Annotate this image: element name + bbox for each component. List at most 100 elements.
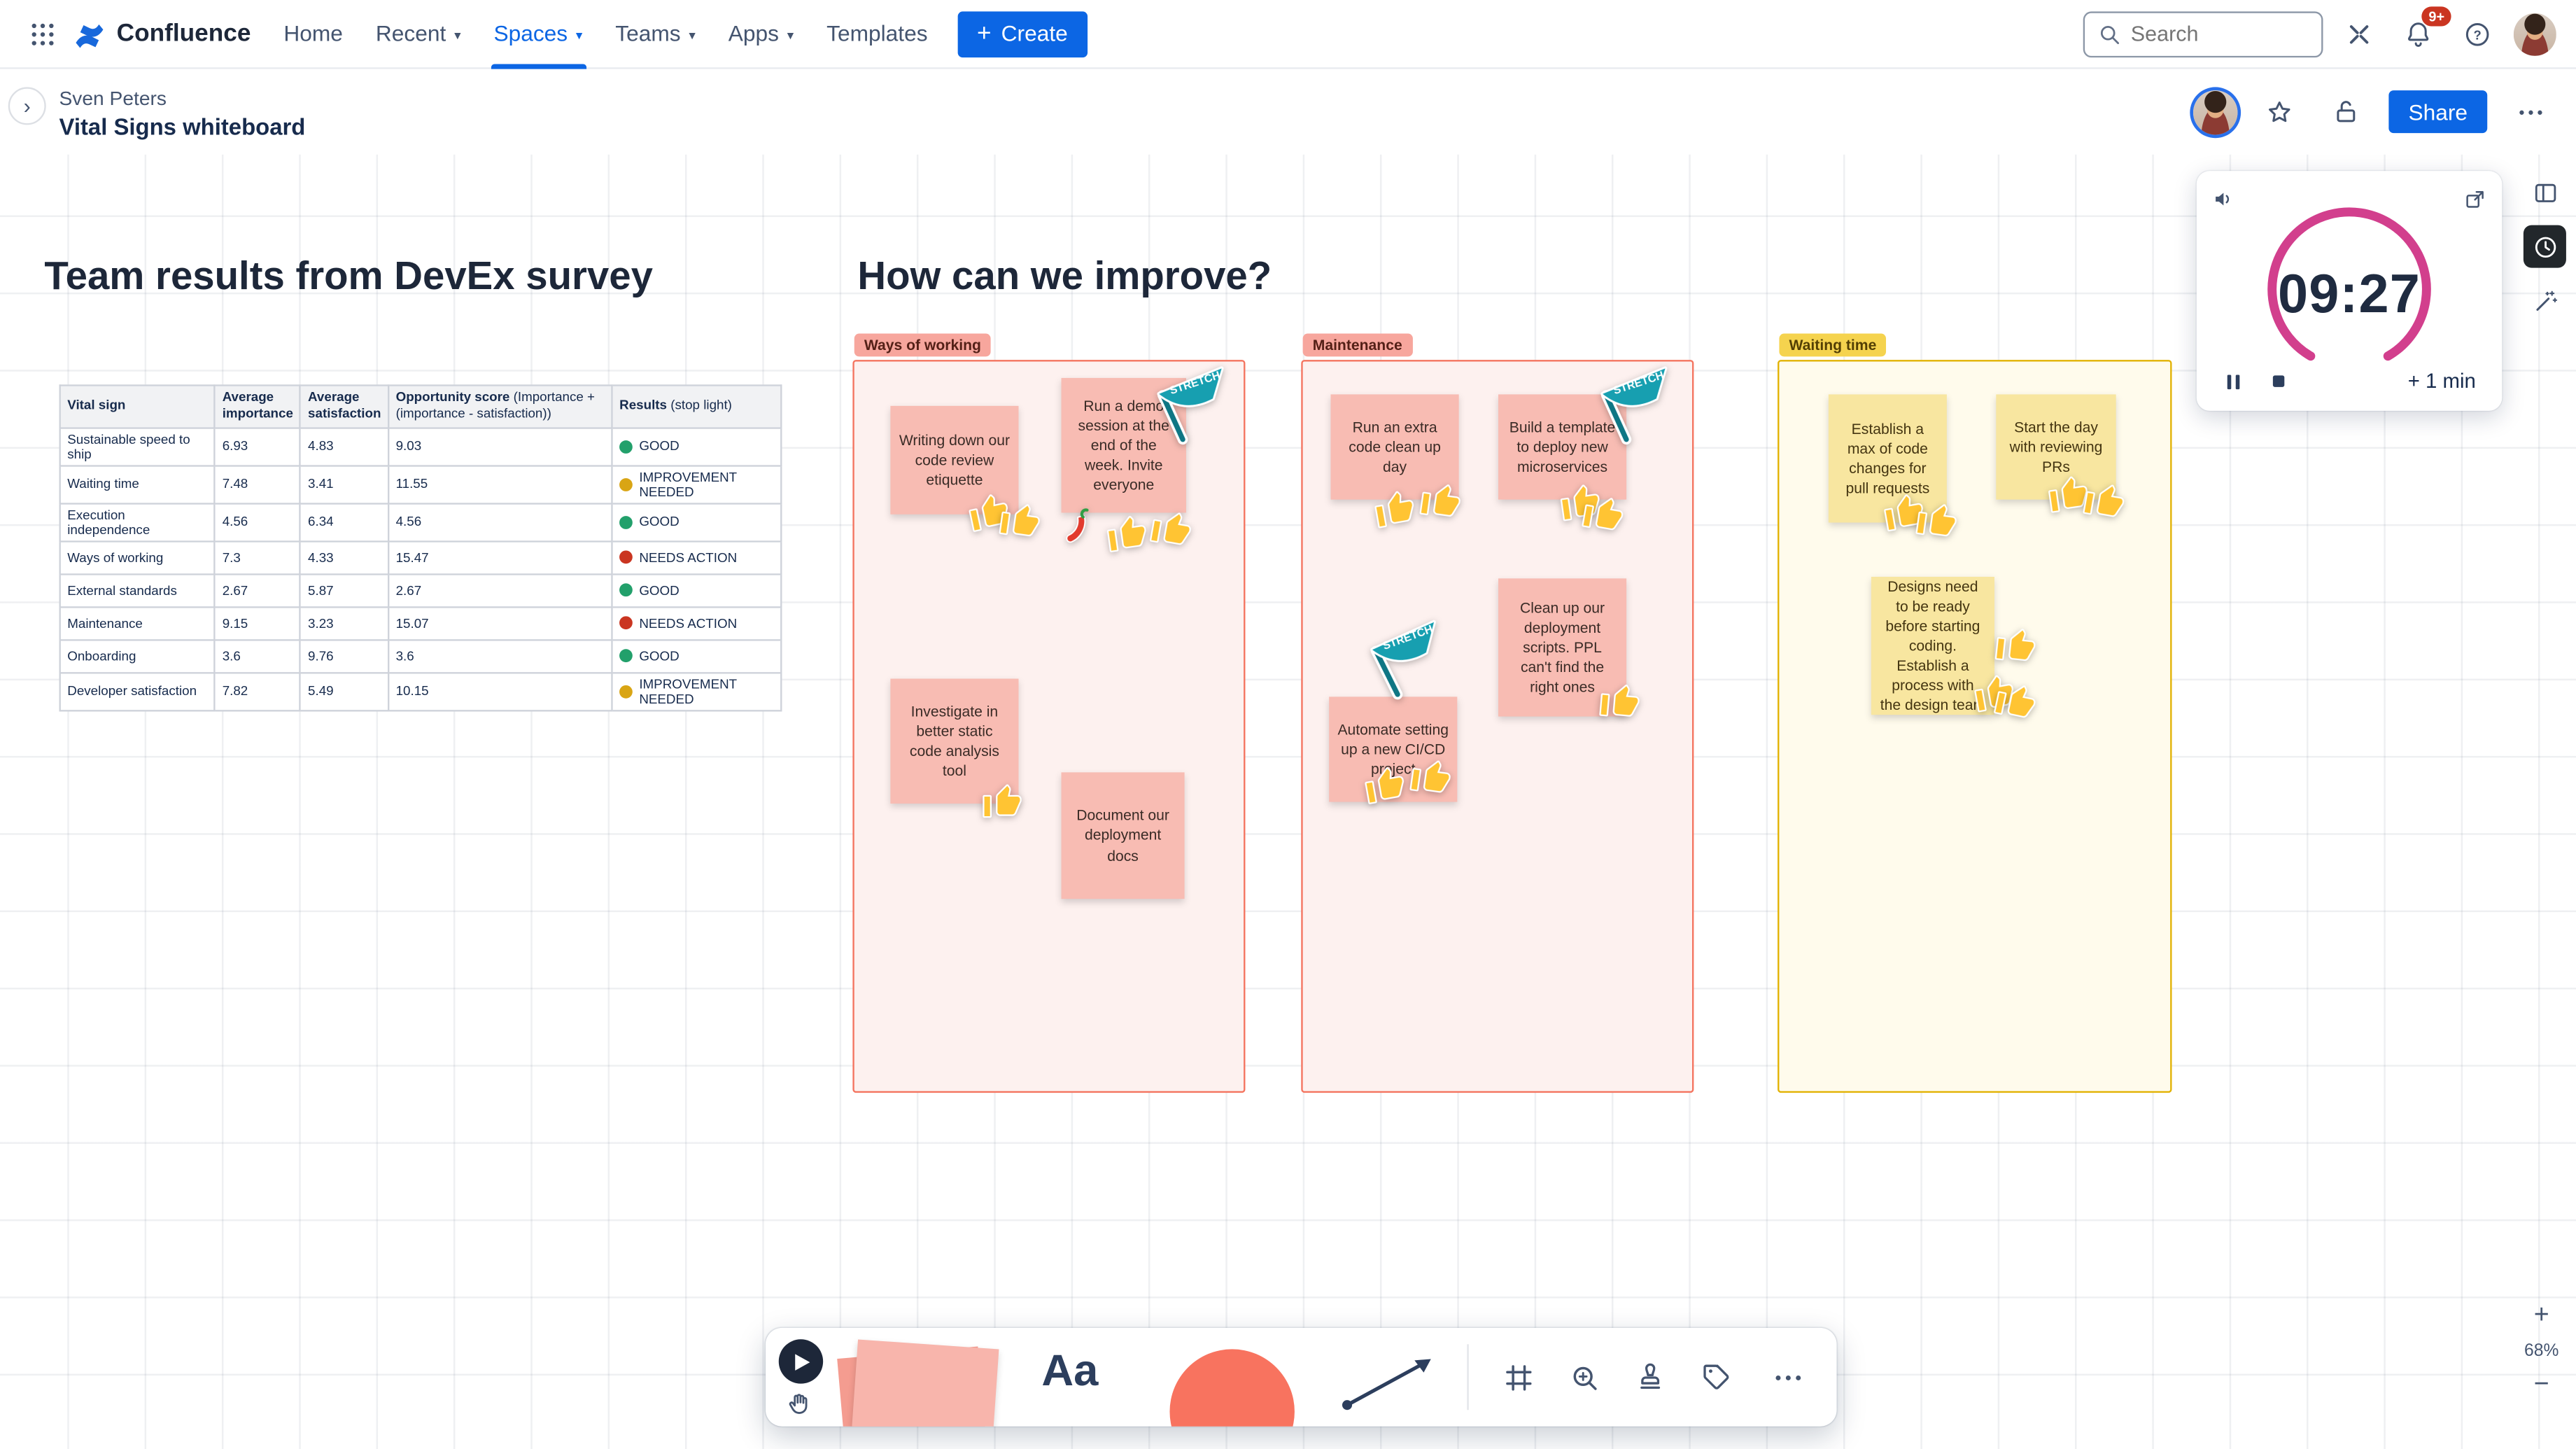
app-switcher-button[interactable] <box>20 10 66 57</box>
cell-vital-sign: Maintenance <box>59 606 216 641</box>
cell-opportunity: 15.07 <box>387 606 613 641</box>
nav-item-templates[interactable]: Templates <box>810 0 944 68</box>
status-dot-icon <box>619 440 633 454</box>
thumbs-up-sticker[interactable] <box>1992 622 2039 669</box>
star-button[interactable] <box>2258 89 2304 135</box>
stretch-flag-sticker[interactable]: STRETCH <box>1586 356 1683 453</box>
nav-item-home[interactable]: Home <box>267 0 360 68</box>
magic-wand-tool-button[interactable] <box>2524 279 2566 322</box>
thumbs-up-sticker[interactable] <box>1913 497 1961 545</box>
section-label-chip[interactable]: Waiting time <box>1779 333 1887 357</box>
zoom-level[interactable]: 68% <box>2524 1340 2559 1361</box>
thumbs-up-sticker[interactable] <box>1407 753 1455 802</box>
sticky-note-text: Start the day with reviewing PRs <box>2009 419 2103 475</box>
nav-item-label: Spaces <box>493 21 568 46</box>
sticky-note-text: Run a demo session at the end of the wee… <box>1078 397 1169 493</box>
timer-popout-button[interactable] <box>2459 184 2489 214</box>
svg-text:?: ? <box>2474 27 2482 41</box>
user-avatar[interactable] <box>2513 12 2556 55</box>
cell-importance: 2.67 <box>213 573 302 608</box>
status-dot-icon <box>619 649 633 663</box>
table-row: Ways of working 7.3 4.33 15.47 NEEDS ACT… <box>59 540 782 575</box>
thumbs-up-sticker[interactable] <box>996 497 1044 545</box>
breadcrumb[interactable]: Sven Peters <box>59 87 167 111</box>
sticky-note-text: Clean up our deployment scripts. PPL can… <box>1520 599 1605 696</box>
shape-tool[interactable] <box>1169 1349 1295 1427</box>
sticky-note[interactable]: Writing down our code review etiquette <box>890 405 1019 514</box>
timer-add-minute-button[interactable]: + 1 min <box>2407 370 2476 393</box>
sticky-note[interactable]: Run an extra code clean up day <box>1330 394 1459 500</box>
connector-line-tool[interactable] <box>1328 1343 1449 1418</box>
create-button[interactable]: + Create <box>957 10 1088 57</box>
text-tool[interactable]: Aa <box>1041 1345 1099 1396</box>
expand-sidebar-button[interactable]: › <box>8 87 46 125</box>
toolbar-more-button[interactable] <box>1768 1357 1807 1396</box>
whiteboard-header: › Sven Peters Vital Signs whiteboard Sha… <box>0 69 2576 155</box>
sticky-stack-front <box>850 1339 999 1427</box>
canvas-heading-improve[interactable]: How can we improve? <box>857 254 1272 300</box>
thumbs-up-sticker[interactable] <box>2044 470 2092 519</box>
unlock-button[interactable] <box>2323 89 2369 135</box>
more-actions-button[interactable] <box>2507 89 2553 135</box>
thumbs-up-sticker[interactable] <box>1146 505 1196 554</box>
vital-signs-table[interactable]: Vital sign Average importance Average sati… <box>59 384 782 711</box>
confluence-logo[interactable]: Confluence <box>72 16 251 50</box>
sticky-note-text: Build a template to deploy new microserv… <box>1509 419 1616 475</box>
thumbs-up-sticker[interactable] <box>1360 761 1410 811</box>
status-dot-icon <box>619 477 633 491</box>
timer-stop-button[interactable] <box>2265 368 2292 395</box>
nav-item-recent[interactable]: Recent ▾ <box>359 0 477 68</box>
section-label-chip[interactable]: Ways of working <box>854 333 992 357</box>
present-play-button[interactable] <box>778 1339 824 1384</box>
sticky-note[interactable]: Investigate in better static code analys… <box>890 678 1019 804</box>
notifications-button[interactable]: 9+ <box>2395 6 2451 57</box>
sticky-note[interactable]: Document our deployment docs <box>1061 772 1185 899</box>
tag-tool-button[interactable] <box>1696 1357 1735 1396</box>
section-label-chip[interactable]: Maintenance <box>1302 333 1412 357</box>
unlock-icon <box>2337 101 2356 122</box>
timer-pause-button[interactable] <box>2220 368 2246 395</box>
share-button[interactable]: Share <box>2388 90 2488 134</box>
nav-item-teams[interactable]: Teams ▾ <box>599 0 712 68</box>
thumbs-up-sticker[interactable] <box>1990 676 2041 727</box>
nav-item-apps[interactable]: Apps ▾ <box>712 0 810 68</box>
column-header: Vital sign <box>59 384 216 429</box>
templates-tool-button[interactable] <box>2524 171 2566 214</box>
sticky-note[interactable]: Establish a max of code changes for pull… <box>1828 394 1947 523</box>
stretch-flag-sticker[interactable]: STRETCH <box>1355 609 1455 709</box>
frame-tool-button[interactable] <box>1498 1357 1537 1396</box>
zoom-controls: + 68% − <box>2520 1301 2563 1399</box>
sticky-note[interactable]: Build a template to deploy new microserv… <box>1498 394 1627 500</box>
cell-opportunity: 9.03 <box>387 426 613 467</box>
column-header: Results (stop light) <box>611 384 782 429</box>
sticky-note-tool[interactable] <box>837 1339 999 1427</box>
canvas-heading-survey[interactable]: Team results from DevEx survey <box>44 254 653 300</box>
zoom-out-button[interactable]: − <box>2533 1370 2549 1399</box>
timer-tool-button[interactable] <box>2523 225 2566 268</box>
search-input[interactable] <box>2130 21 2309 46</box>
plus-icon: + <box>977 18 992 47</box>
ai-sparkles-button[interactable] <box>2336 10 2382 57</box>
pan-hand-tool[interactable] <box>785 1389 817 1420</box>
sticky-note[interactable]: Designs need to be ready before starting… <box>1871 577 1994 715</box>
zoom-in-button[interactable]: + <box>2533 1301 2549 1330</box>
sticker-search-tool-button[interactable] <box>1564 1357 1603 1396</box>
status-dot-icon <box>619 584 633 597</box>
search-box[interactable] <box>2083 10 2323 57</box>
sticky-note[interactable]: Start the day with reviewing PRs <box>1996 394 2116 500</box>
thumbs-up-sticker[interactable] <box>1579 489 1628 539</box>
thumbs-up-sticker[interactable] <box>1103 510 1151 558</box>
thumbs-up-sticker[interactable] <box>1416 477 1465 526</box>
nav-item-spaces[interactable]: Spaces ▾ <box>477 0 599 69</box>
chili-pepper-sticker[interactable] <box>1055 503 1104 552</box>
thumbs-up-sticker[interactable] <box>2080 477 2130 526</box>
timer-sound-button[interactable] <box>2209 184 2239 214</box>
stretch-flag-sticker[interactable]: STRETCH <box>1142 356 1239 453</box>
thumbs-up-sticker[interactable] <box>1597 678 1643 724</box>
help-button[interactable]: ? <box>2454 10 2500 57</box>
thumbs-up-sticker[interactable] <box>1370 484 1420 534</box>
thumbs-up-sticker[interactable] <box>981 780 1024 823</box>
stamp-tool-button[interactable] <box>1630 1357 1669 1396</box>
status-label: GOOD <box>639 514 680 530</box>
presence-avatar[interactable] <box>2193 89 2238 134</box>
